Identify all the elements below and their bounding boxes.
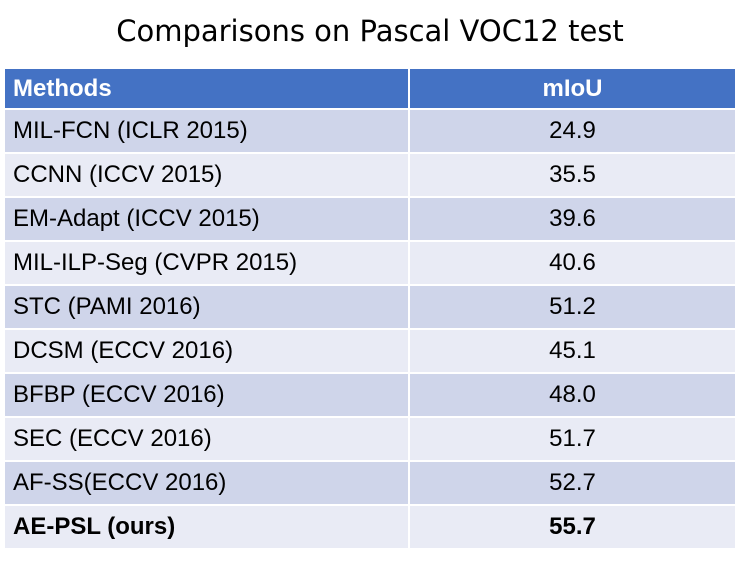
table-row: STC (PAMI 2016) 51.2 — [5, 285, 735, 330]
miou-cell: 51.2 — [409, 285, 735, 330]
miou-cell: 24.9 — [409, 109, 735, 154]
table-row: CCNN (ICCV 2015) 35.5 — [5, 153, 735, 198]
miou-cell: 51.7 — [409, 417, 735, 462]
method-cell: STC (PAMI 2016) — [5, 285, 410, 330]
method-cell: AE-PSL (ours) — [5, 505, 410, 550]
miou-cell: 40.6 — [409, 241, 735, 286]
column-header-methods: Methods — [5, 69, 410, 110]
table-row: DCSM (ECCV 2016) 45.1 — [5, 329, 735, 374]
method-cell: MIL-ILP-Seg (CVPR 2015) — [5, 241, 410, 286]
table-row: MIL-FCN (ICLR 2015) 24.9 — [5, 109, 735, 154]
table-header-row: Methods mIoU — [5, 69, 735, 110]
table-row: MIL-ILP-Seg (CVPR 2015) 40.6 — [5, 241, 735, 286]
table-row: EM-Adapt (ICCV 2015) 39.6 — [5, 197, 735, 242]
table-row: AF-SS(ECCV 2016) 52.7 — [5, 461, 735, 506]
miou-cell: 39.6 — [409, 197, 735, 242]
miou-cell: 55.7 — [409, 505, 735, 550]
miou-cell: 48.0 — [409, 373, 735, 418]
method-cell: MIL-FCN (ICLR 2015) — [5, 109, 410, 154]
method-cell: EM-Adapt (ICCV 2015) — [5, 197, 410, 242]
miou-cell: 35.5 — [409, 153, 735, 198]
results-table: Methods mIoU MIL-FCN (ICLR 2015) 24.9 CC… — [5, 69, 735, 550]
column-header-miou: mIoU — [409, 69, 735, 110]
method-cell: DCSM (ECCV 2016) — [5, 329, 410, 374]
method-cell: AF-SS(ECCV 2016) — [5, 461, 410, 506]
method-cell: CCNN (ICCV 2015) — [5, 153, 410, 198]
table-row: BFBP (ECCV 2016) 48.0 — [5, 373, 735, 418]
table-row: SEC (ECCV 2016) 51.7 — [5, 417, 735, 462]
table-row-ours: AE-PSL (ours) 55.7 — [5, 505, 735, 550]
miou-cell: 52.7 — [409, 461, 735, 506]
method-cell: SEC (ECCV 2016) — [5, 417, 410, 462]
method-cell: BFBP (ECCV 2016) — [5, 373, 410, 418]
page-title: Comparisons on Pascal VOC12 test — [116, 14, 624, 48]
miou-cell: 45.1 — [409, 329, 735, 374]
